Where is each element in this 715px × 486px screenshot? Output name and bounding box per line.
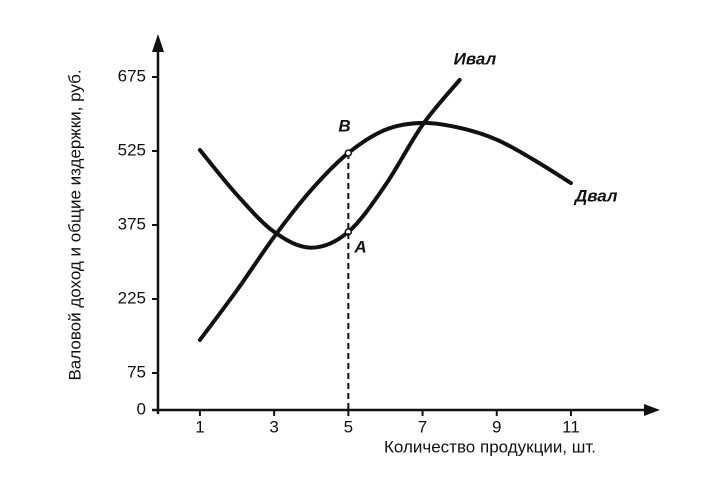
x-tick-label: 3 [269, 417, 278, 436]
x-axis-title: Количество продукции, шт. [384, 437, 596, 456]
series-line [197, 120, 573, 342]
point-label: B [338, 116, 350, 135]
point-label: A [353, 237, 366, 256]
x-tick-label: 1 [195, 417, 204, 436]
y-tick-label: 75 [127, 362, 146, 381]
y-tick-label: 375 [118, 214, 146, 233]
x-tick-label: 5 [344, 417, 353, 436]
x-axis-arrow [644, 404, 660, 416]
x-tick-label: 7 [418, 417, 427, 436]
y-axis-arrow [152, 34, 164, 52]
point-marker [344, 149, 353, 157]
x-tick-label: 11 [562, 417, 580, 436]
y-tick-label: 525 [118, 140, 146, 159]
y-axis-title: Валовой доход и общие издержки, руб. [65, 69, 84, 380]
y-tick-label: 675 [118, 66, 146, 85]
y-tick-label: 0 [137, 399, 146, 418]
series-label: Двал [573, 187, 618, 206]
y-tick-label: 225 [118, 288, 146, 307]
series-line [197, 77, 462, 250]
series-label: Ивал [454, 49, 497, 68]
x-tick-label: 9 [492, 417, 501, 436]
